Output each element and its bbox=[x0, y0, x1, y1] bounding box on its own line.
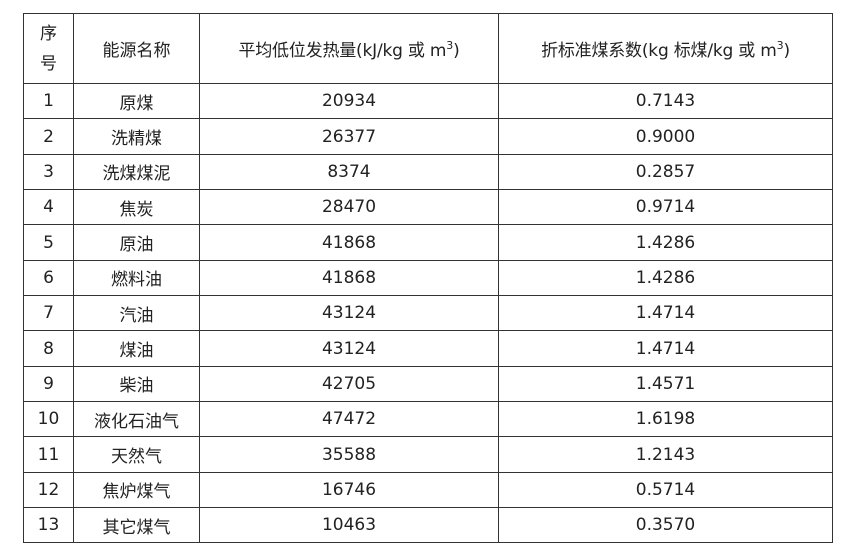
table-row: 13 其它煤气 10463 0.3570 bbox=[23, 507, 833, 544]
table-row: 12 焦炉煤气 16746 0.5714 bbox=[23, 471, 833, 509]
cell-coal-coefficient: 1.4286 bbox=[498, 224, 833, 261]
header-serial-number-line1: 序 bbox=[40, 23, 57, 44]
cell-energy-name: 汽油 bbox=[73, 295, 200, 332]
cell-energy-name: 煤油 bbox=[73, 330, 200, 367]
cell-energy-name: 液化石油气 bbox=[73, 401, 200, 438]
cell-energy-name: 原油 bbox=[73, 224, 200, 261]
cell-calorific-value: 8374 bbox=[199, 153, 499, 191]
cell-serial-number: 5 bbox=[23, 224, 74, 261]
header-coal-coefficient: 折标准煤系数(kg 标煤/kg 或 m3) bbox=[498, 13, 833, 84]
header-calorific-value-suffix: ) bbox=[453, 41, 460, 61]
cell-serial-number: 12 bbox=[23, 471, 74, 509]
cell-calorific-value: 41868 bbox=[199, 259, 499, 297]
cell-calorific-value: 43124 bbox=[199, 295, 499, 332]
cell-serial-number: 9 bbox=[23, 365, 74, 403]
cell-coal-coefficient: 0.2857 bbox=[498, 153, 833, 191]
cell-serial-number: 13 bbox=[23, 507, 74, 544]
cell-energy-name: 其它煤气 bbox=[73, 507, 200, 544]
cell-coal-coefficient: 1.4286 bbox=[498, 259, 833, 297]
table-row: 1 原煤 20934 0.7143 bbox=[23, 82, 833, 120]
header-coal-coefficient-text: 折标准煤系数(kg 标煤/kg 或 m bbox=[541, 41, 777, 61]
cell-energy-name: 燃料油 bbox=[73, 259, 200, 297]
cell-serial-number: 11 bbox=[23, 436, 74, 473]
cell-serial-number: 10 bbox=[23, 401, 74, 438]
cell-coal-coefficient: 1.4571 bbox=[498, 365, 833, 403]
header-calorific-value: 平均低位发热量(kJ/kg 或 m3) bbox=[199, 13, 499, 84]
table-row: 11 天然气 35588 1.2143 bbox=[23, 436, 833, 473]
table-row: 6 燃料油 41868 1.4286 bbox=[23, 259, 833, 297]
cell-calorific-value: 42705 bbox=[199, 365, 499, 403]
cell-coal-coefficient: 0.9714 bbox=[498, 189, 833, 226]
header-coal-coefficient-suffix: ) bbox=[783, 41, 790, 61]
cell-coal-coefficient: 0.7143 bbox=[498, 82, 833, 120]
cell-energy-name: 焦炭 bbox=[73, 189, 200, 226]
table-row: 7 汽油 43124 1.4714 bbox=[23, 295, 833, 332]
cell-energy-name: 焦炉煤气 bbox=[73, 471, 200, 509]
table-row: 8 煤油 43124 1.4714 bbox=[23, 330, 833, 367]
cell-serial-number: 4 bbox=[23, 189, 74, 226]
cell-serial-number: 3 bbox=[23, 153, 74, 191]
cell-calorific-value: 43124 bbox=[199, 330, 499, 367]
cell-serial-number: 1 bbox=[23, 82, 74, 120]
table-row: 3 洗煤煤泥 8374 0.2857 bbox=[23, 153, 833, 191]
header-calorific-value-text: 平均低位发热量(kJ/kg 或 m bbox=[238, 41, 447, 61]
table-row: 5 原油 41868 1.4286 bbox=[23, 224, 833, 261]
cell-serial-number: 7 bbox=[23, 295, 74, 332]
cell-serial-number: 2 bbox=[23, 118, 74, 155]
cell-calorific-value: 47472 bbox=[199, 401, 499, 438]
header-energy-name: 能源名称 bbox=[73, 13, 200, 84]
cell-energy-name: 原煤 bbox=[73, 82, 200, 120]
cell-coal-coefficient: 1.4714 bbox=[498, 330, 833, 367]
table-row: 4 焦炭 28470 0.9714 bbox=[23, 189, 833, 226]
cell-calorific-value: 16746 bbox=[199, 471, 499, 509]
cell-coal-coefficient: 0.5714 bbox=[498, 471, 833, 509]
cell-coal-coefficient: 0.3570 bbox=[498, 507, 833, 544]
cell-calorific-value: 26377 bbox=[199, 118, 499, 155]
cell-calorific-value: 10463 bbox=[199, 507, 499, 544]
cell-energy-name: 洗精煤 bbox=[73, 118, 200, 155]
cell-energy-name: 柴油 bbox=[73, 365, 200, 403]
cell-energy-name: 洗煤煤泥 bbox=[73, 153, 200, 191]
table-row: 9 柴油 42705 1.4571 bbox=[23, 365, 833, 403]
table-row: 2 洗精煤 26377 0.9000 bbox=[23, 118, 833, 155]
cell-calorific-value: 35588 bbox=[199, 436, 499, 473]
header-serial-number: 序 号 bbox=[23, 13, 74, 84]
cell-coal-coefficient: 1.2143 bbox=[498, 436, 833, 473]
energy-conversion-table: 序 号 能源名称 平均低位发热量(kJ/kg 或 m3) 折标准煤系数(kg 标… bbox=[23, 13, 833, 544]
header-serial-number-line2: 号 bbox=[40, 53, 57, 74]
table-row: 10 液化石油气 47472 1.6198 bbox=[23, 401, 833, 438]
cell-energy-name: 天然气 bbox=[73, 436, 200, 473]
cell-calorific-value: 41868 bbox=[199, 224, 499, 261]
header-calorific-value-superscript: 3 bbox=[446, 39, 454, 52]
cell-calorific-value: 20934 bbox=[199, 82, 499, 120]
cell-serial-number: 8 bbox=[23, 330, 74, 367]
cell-coal-coefficient: 0.9000 bbox=[498, 118, 833, 155]
header-coal-coefficient-superscript: 3 bbox=[776, 39, 784, 52]
cell-serial-number: 6 bbox=[23, 259, 74, 297]
cell-coal-coefficient: 1.4714 bbox=[498, 295, 833, 332]
table-header-row: 序 号 能源名称 平均低位发热量(kJ/kg 或 m3) 折标准煤系数(kg 标… bbox=[23, 13, 833, 84]
cell-coal-coefficient: 1.6198 bbox=[498, 401, 833, 438]
cell-calorific-value: 28470 bbox=[199, 189, 499, 226]
